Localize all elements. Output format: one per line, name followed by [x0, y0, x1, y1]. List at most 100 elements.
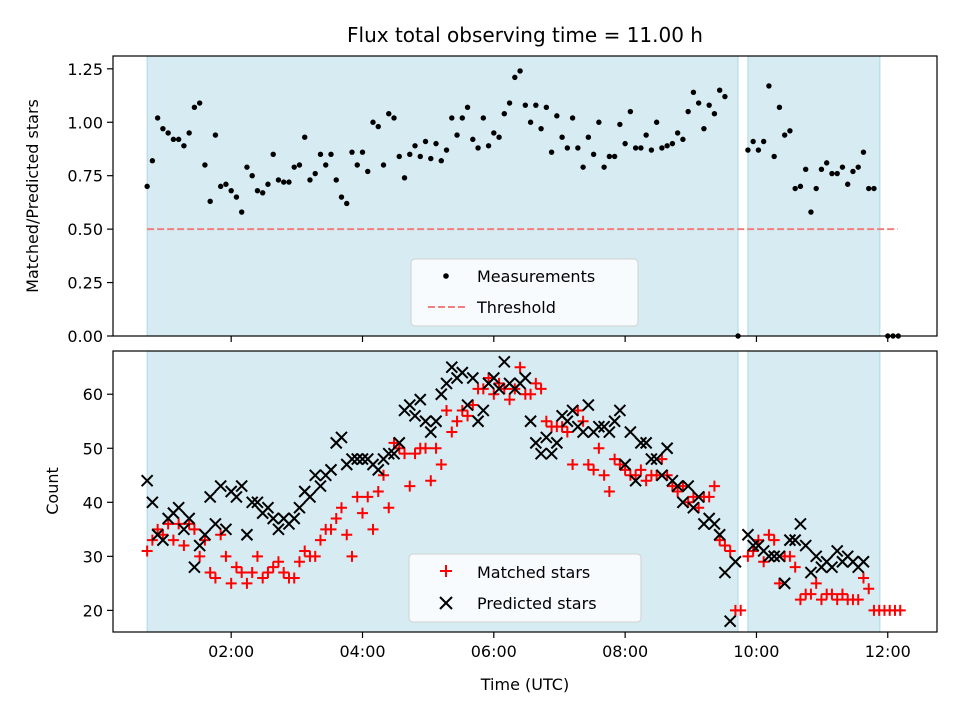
measurement-point [270, 151, 276, 158]
predicted-star-point [618, 458, 632, 471]
measurement-point [496, 134, 502, 140]
measurement-point [559, 134, 565, 140]
measurement-point [575, 145, 581, 151]
predicted-star-point [550, 436, 564, 450]
predicted-star-point [603, 425, 616, 439]
predicted-star-point [456, 366, 469, 379]
legend-predicted-label: Predicted stars [477, 594, 597, 613]
matched-star-point [514, 361, 526, 373]
matched-star-point [773, 577, 785, 589]
predicted-star-point [492, 382, 506, 396]
measurement-point [191, 104, 198, 110]
matched-star-point [572, 404, 584, 416]
predicted-star-point [660, 442, 674, 455]
predicted-star-point [613, 404, 627, 417]
measurement-point [638, 145, 644, 151]
measurement-point [606, 153, 613, 160]
matched-star-point [141, 545, 153, 557]
predicted-star-point [534, 447, 548, 460]
predicted-star-point [723, 614, 737, 628]
predicted-star-point [293, 501, 306, 514]
count-panel: 20 30 40 50 60 02:00 04:00 06:00 08:00 10:00 12:0… [43, 350, 938, 694]
measurement-point [170, 136, 177, 143]
predicted-star-point [387, 447, 401, 460]
predicted-star-point [266, 512, 280, 525]
matched-star-point [330, 513, 342, 525]
measurement-point [674, 130, 681, 136]
predicted-star-point [762, 550, 776, 563]
measurement-point [797, 183, 804, 190]
predicted-star-point [799, 539, 812, 552]
matched-star-point [810, 577, 822, 589]
predicted-star-point [524, 415, 537, 428]
measurement-point [659, 145, 665, 151]
matched-star-point [314, 534, 326, 546]
matched-star-point [220, 550, 232, 562]
measurement-point [454, 132, 460, 138]
measurement-point [401, 175, 408, 181]
predicted-star-point [240, 528, 254, 541]
measurement-point [834, 170, 840, 177]
x-tick-label: 06:00 [471, 642, 517, 661]
measurement-point [564, 145, 571, 151]
predicted-star-point [708, 517, 721, 531]
measurement-point [165, 130, 171, 136]
measurement-point [590, 151, 597, 158]
measurement-point [866, 185, 872, 192]
predicted-star-point [477, 404, 490, 417]
predicted-star-point [193, 539, 206, 552]
measurement-point [186, 130, 192, 136]
measurement-point [259, 190, 266, 196]
predicted-star-point [230, 490, 243, 504]
measurement-point [344, 200, 350, 207]
predicted-star-point [177, 523, 191, 536]
measurement-point [722, 93, 728, 100]
matched-star-point [708, 480, 720, 492]
observing-window-band [747, 55, 881, 337]
measurement-point [228, 187, 234, 194]
matched-star-point [672, 486, 684, 497]
matched-star-point [430, 442, 442, 454]
predicted-star-point [303, 490, 317, 504]
matched-star-point [635, 464, 647, 476]
matched-star-point [561, 426, 573, 438]
measurement-point [850, 168, 856, 175]
measurement-point [829, 170, 835, 177]
measurement-point [417, 153, 423, 160]
x-tick-label: 04:00 [339, 642, 385, 661]
predicted-star-point [582, 398, 595, 412]
predicted-star-point [382, 447, 395, 460]
measurement-point [611, 153, 618, 160]
matched-star-point [588, 464, 600, 476]
matched-star-point [446, 426, 458, 438]
measurement-point [617, 121, 623, 128]
matched-star-point [666, 480, 678, 492]
matched-star-point [789, 561, 801, 573]
matched-star-point [619, 464, 631, 476]
predicted-star-point [498, 355, 511, 369]
predicted-star-point [461, 398, 474, 412]
measurement-point [449, 115, 455, 121]
matched-star-point [388, 437, 400, 449]
measurement-point [160, 125, 166, 132]
matched-star-point [852, 594, 864, 606]
measurement-point [776, 104, 783, 110]
matched-star-point [425, 475, 437, 487]
predicted-star-point [778, 577, 791, 590]
matched-star-point [714, 534, 726, 546]
measurement-point [181, 143, 187, 149]
plot-frame [112, 55, 938, 337]
matched-star-point [719, 540, 731, 552]
matched-star-point [483, 372, 495, 384]
matched-star-point [194, 550, 206, 562]
predicted-star-point [471, 415, 485, 428]
measurement-point [695, 100, 702, 106]
y-tick-label: 60 [83, 385, 103, 404]
measurement-point [307, 177, 313, 183]
y-tick-label: 0.50 [67, 220, 103, 239]
predicted-star-point [466, 371, 480, 385]
measurement-point [254, 187, 261, 194]
measurement-point [265, 181, 271, 187]
measurement-point [781, 132, 788, 138]
